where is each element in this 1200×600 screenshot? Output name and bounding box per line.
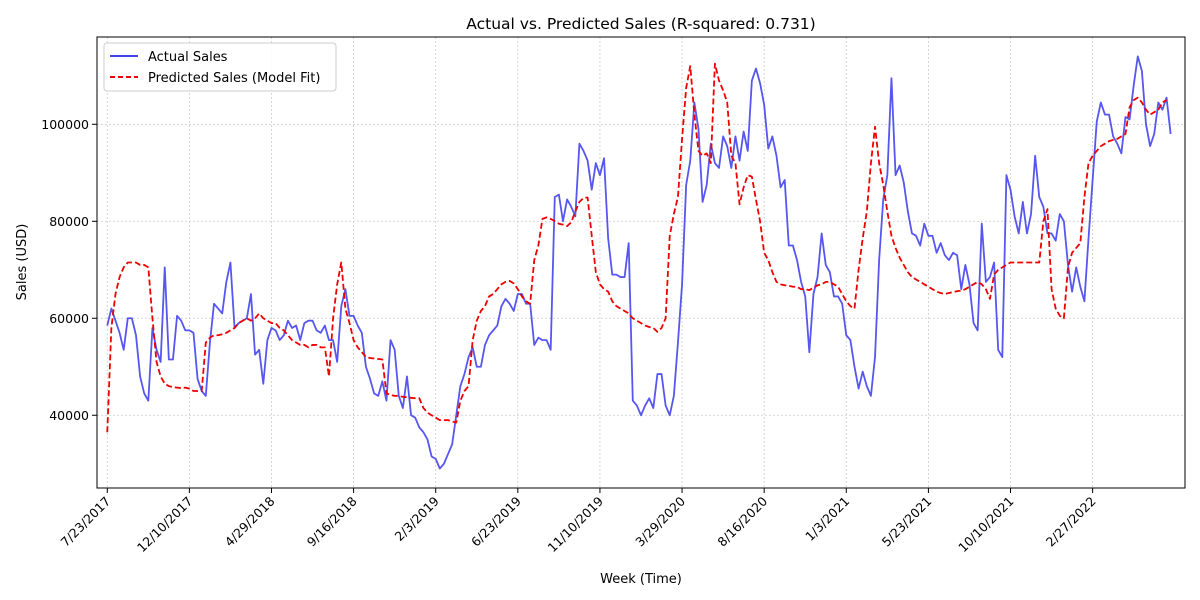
y-axis-ticks: 40000 60000 80000 100000: [41, 117, 97, 423]
legend: Actual Sales Predicted Sales (Model Fit): [103, 42, 337, 92]
plot-frame: [96, 36, 1186, 489]
legend-box: [103, 42, 337, 92]
y-tick-label: 80000: [49, 214, 89, 229]
x-axis-title: Week (Time): [600, 572, 682, 587]
predicted-sales-line: [106, 62, 1167, 433]
legend-label-actual: Actual Sales: [148, 50, 228, 65]
legend-label-predicted: Predicted Sales (Model Fit): [148, 71, 320, 86]
y-tick-label: 40000: [49, 408, 89, 423]
y-tick-label: 100000: [41, 117, 89, 132]
y-tick-label: 60000: [49, 311, 89, 326]
actual-sales-line: [106, 55, 1172, 470]
chart-title: Actual vs. Predicted Sales (R-squared: 0…: [466, 15, 815, 33]
grid: [97, 37, 1185, 488]
y-axis-title: Sales (USD): [15, 224, 30, 301]
series-lines: [106, 55, 1172, 470]
